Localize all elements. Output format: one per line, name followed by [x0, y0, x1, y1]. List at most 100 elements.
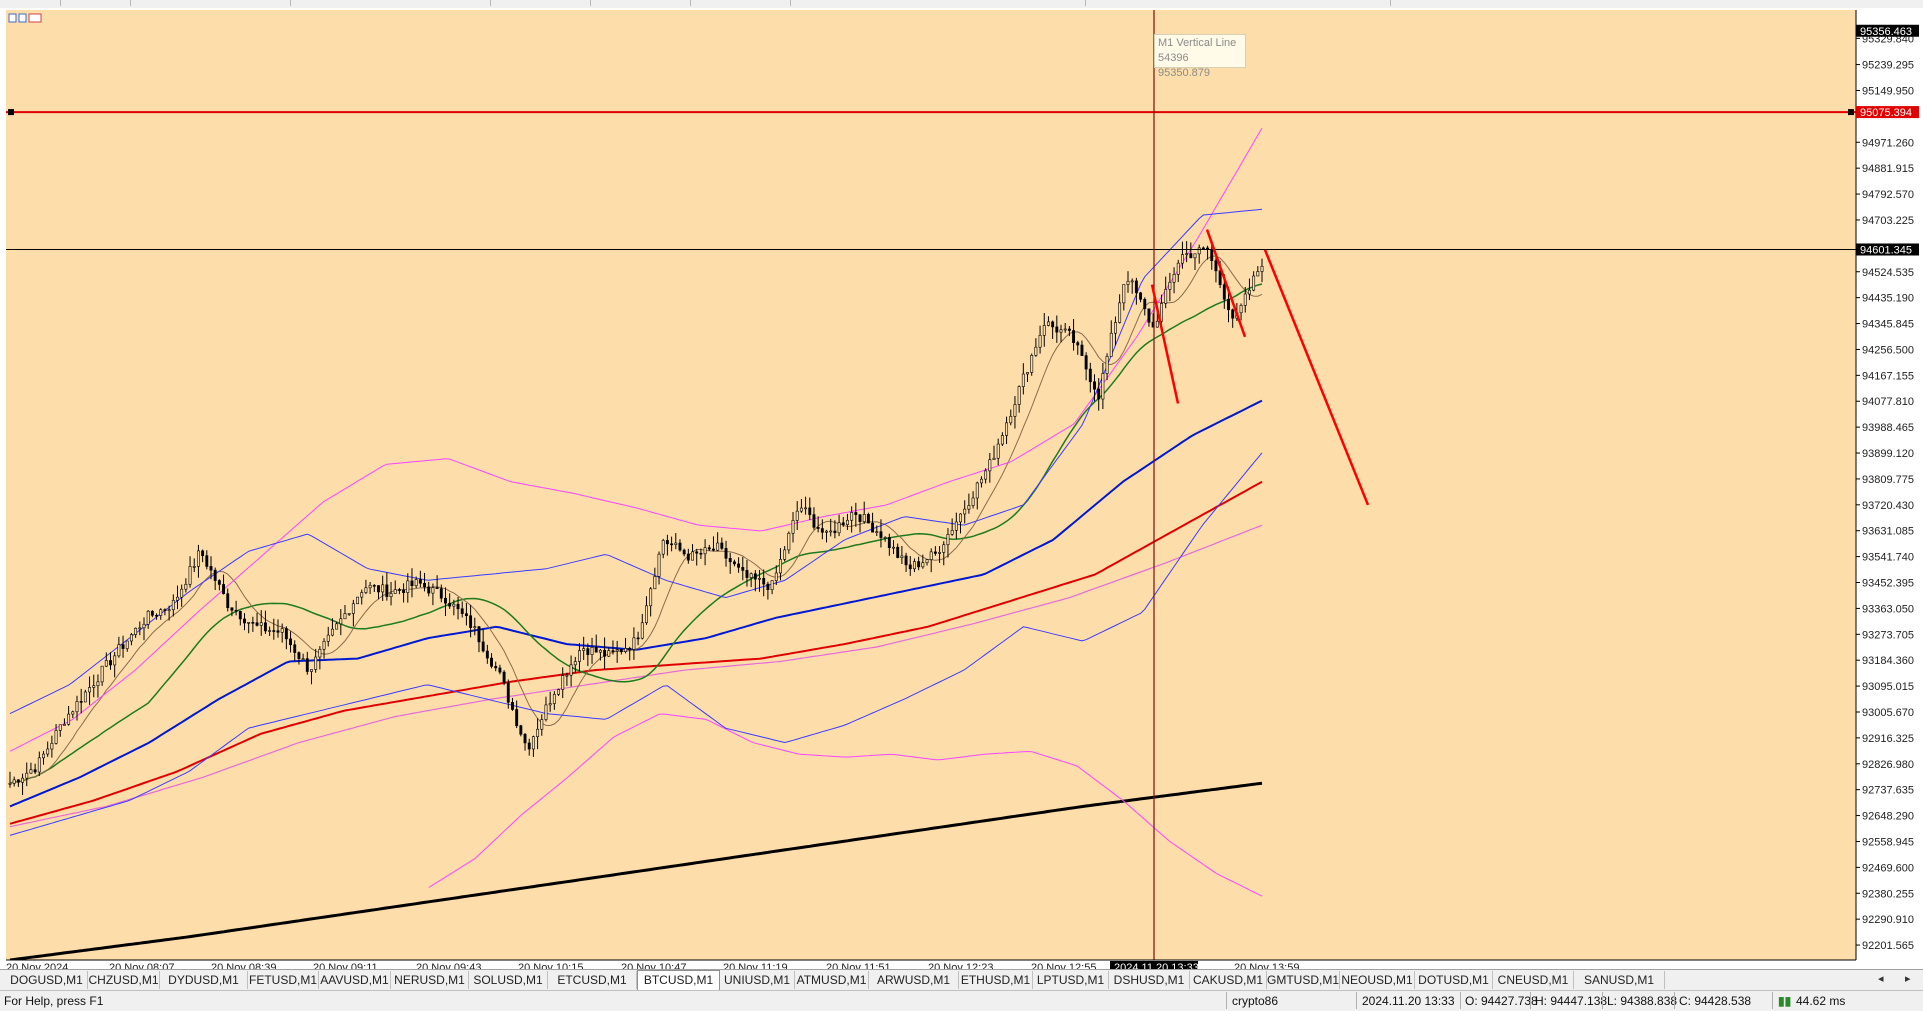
trend-line-drawing[interactable] [1150, 284, 1180, 404]
candle-body [1189, 253, 1193, 259]
candle-body [1252, 275, 1256, 291]
chart-icon[interactable] [8, 13, 17, 23]
candle-body [1247, 289, 1251, 295]
candle-body [850, 512, 854, 521]
time-label: 20 Nov 09:43 [416, 962, 481, 969]
candle-body [653, 576, 657, 590]
candle-body [377, 585, 380, 593]
candle-body [1134, 280, 1138, 294]
chart-icon[interactable] [28, 13, 42, 23]
tab-arwusd-m1[interactable]: ARWUSD,M1 [869, 971, 959, 989]
candle-body [515, 709, 519, 727]
candle-body [360, 592, 364, 598]
candle-body [707, 547, 711, 550]
price-label: 93631.085 [1862, 526, 1914, 538]
tab-neousd-m1[interactable]: NEOUSD,M1 [1340, 971, 1415, 989]
tab-sanusd-m1[interactable]: SANUSD,M1 [1574, 971, 1665, 989]
tab-fetusd-m1[interactable]: FETUSD,M1 [248, 971, 319, 989]
candle-body [100, 665, 104, 683]
connection-signal-icon[interactable]: ▮▮ [1778, 994, 1792, 1008]
tab-etcusd-m1[interactable]: ETCUSD,M1 [548, 971, 637, 989]
tab-chzusd-m1[interactable]: CHZUSD,M1 [88, 971, 160, 989]
candle-body [301, 658, 305, 660]
candle-body [875, 531, 879, 533]
tab-scroll-right-icon[interactable]: ▸ [1905, 973, 1911, 985]
candle-body [749, 573, 753, 578]
candle-body [598, 649, 602, 653]
tab-nerusd-m1[interactable]: NERUSD,M1 [391, 971, 469, 989]
candle-body [368, 584, 372, 589]
line-anchor-handle[interactable] [1848, 109, 1854, 116]
candle-body [582, 648, 586, 651]
candle-body [724, 548, 728, 559]
candle-body [578, 650, 581, 662]
candle-body [640, 622, 644, 639]
candle-body [1231, 309, 1235, 319]
price-label: 92737.635 [1862, 785, 1914, 797]
candle-body [71, 711, 75, 715]
candle-body [1034, 346, 1038, 356]
price-label: 92648.290 [1862, 811, 1914, 823]
candle-body [339, 618, 343, 625]
time-label: 20 Nov 11:51 [826, 962, 891, 969]
candle-body [343, 613, 347, 620]
candle-body [75, 701, 79, 713]
tab-scroll-left-icon[interactable]: ◂ [1878, 973, 1884, 985]
candle-body [464, 613, 468, 617]
tab-aavusd-m1[interactable]: AAVUSD,M1 [319, 971, 391, 989]
tab-uniusd-m1[interactable]: UNIUSD,M1 [720, 971, 795, 989]
candle-body [335, 623, 339, 630]
tab-dogusd-m1[interactable]: DOGUSD,M1 [6, 971, 88, 989]
candle-body [12, 779, 16, 784]
candle-body [816, 527, 820, 529]
tab-dshusd-m1[interactable]: DSHUSD,M1 [1109, 971, 1190, 989]
candle-body [712, 548, 715, 551]
price-label: 95239.295 [1862, 60, 1914, 72]
trend-line-drawing[interactable] [1205, 229, 1247, 338]
tab-cakusd-m1[interactable]: CAKUSD,M1 [1190, 971, 1267, 989]
tab-lptusd-m1[interactable]: LPTUSD,M1 [1033, 971, 1109, 989]
profile-name: crypto86 [1232, 994, 1279, 1008]
candle-body [904, 555, 908, 566]
candle-body [259, 622, 263, 626]
status-low: L: 94388.838 [1607, 994, 1678, 1008]
toolbar-separator [130, 0, 131, 6]
tab-btcusd-m1[interactable]: BTCUSD,M1 [637, 970, 720, 990]
candle-body [988, 459, 992, 472]
tab-cneusd-m1[interactable]: CNEUSD,M1 [1493, 971, 1574, 989]
tab-dydusd-m1[interactable]: DYDUSD,M1 [160, 971, 248, 989]
price-label: 93809.775 [1862, 474, 1914, 486]
candle-body [67, 713, 71, 725]
candle-body [423, 583, 426, 588]
chart-icon[interactable] [18, 13, 27, 23]
chart-window[interactable]: 95329.840 95239.295 95149.950 94971.260 9488… [0, 8, 1923, 979]
tab-gmtusd-m1[interactable]: GMTUSD,M1 [1267, 971, 1340, 989]
candle-body [1122, 284, 1126, 304]
time-axis[interactable] [0, 960, 1923, 969]
tab-dotusd-m1[interactable]: DOTUSD,M1 [1415, 971, 1493, 989]
candle-body [176, 596, 179, 601]
candle-body [921, 562, 925, 568]
candle-body [925, 559, 929, 564]
candle-body [540, 719, 544, 730]
tab-atmusd-m1[interactable]: ATMUSD,M1 [795, 971, 869, 989]
candle-body [1222, 284, 1226, 300]
candle-body [397, 589, 401, 591]
price-chart[interactable]: 95329.84095239.29595149.95094971.2609488… [0, 8, 1923, 969]
candle-body [351, 603, 355, 614]
candle-body [1097, 388, 1101, 400]
plot-area[interactable] [6, 10, 1856, 960]
candle-body [628, 648, 632, 650]
price-axis[interactable] [1856, 10, 1923, 960]
candle-body [1118, 302, 1122, 323]
candle-body [427, 586, 431, 594]
line-anchor-handle[interactable] [8, 109, 14, 116]
tab-solusd-m1[interactable]: SOLUSD,M1 [469, 971, 548, 989]
trend-line-drawing[interactable] [1263, 249, 1370, 506]
tab-ethusd-m1[interactable]: ETHUSD,M1 [959, 971, 1033, 989]
candle-body [603, 649, 607, 657]
candle-body [393, 589, 397, 594]
candle-body [569, 664, 573, 676]
candle-body [1201, 247, 1205, 250]
candle-body [908, 564, 912, 570]
